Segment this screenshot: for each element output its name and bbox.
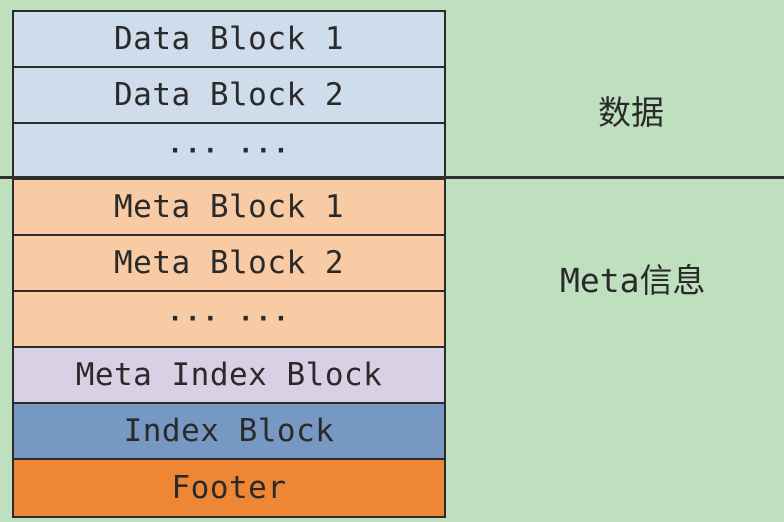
block-stack: Data Block 1 Data Block 2 ··· ··· Meta B… xyxy=(12,10,446,518)
meta-block-2: Meta Block 2 xyxy=(14,236,444,292)
data-block-ellipsis: ··· ··· xyxy=(14,124,444,180)
meta-index-block: Meta Index Block xyxy=(14,348,444,404)
data-block-1: Data Block 1 xyxy=(14,12,444,68)
meta-block-1: Meta Block 1 xyxy=(14,180,444,236)
data-block-2: Data Block 2 xyxy=(14,68,444,124)
footer-block: Footer xyxy=(14,460,444,516)
data-meta-divider xyxy=(0,176,784,179)
meta-region-label: Meta信息 xyxy=(560,261,706,300)
data-region-label: 数据 xyxy=(598,93,664,132)
index-block: Index Block xyxy=(14,404,444,460)
meta-block-ellipsis: ··· ··· xyxy=(14,292,444,348)
